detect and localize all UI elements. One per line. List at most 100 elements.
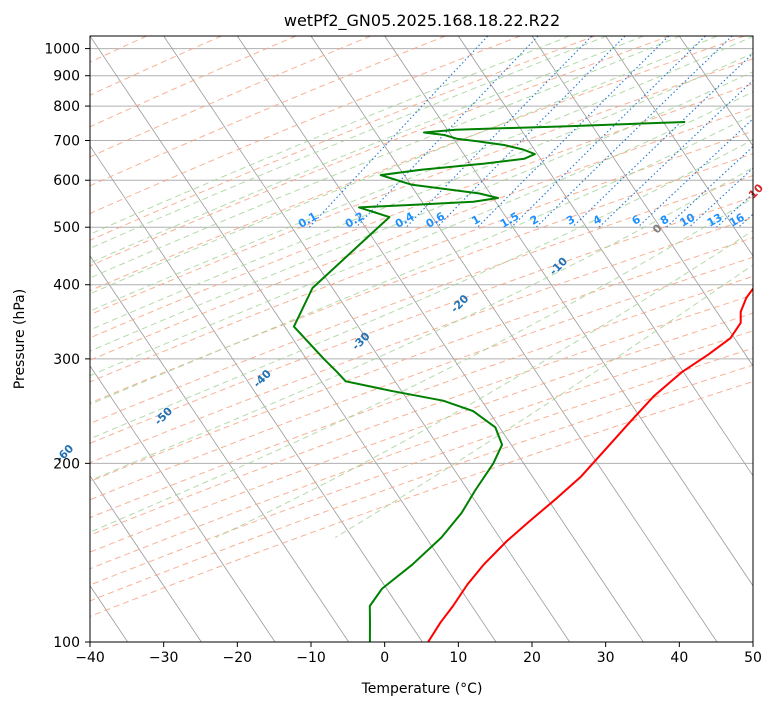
dry-adiabat-line: [90, 196, 753, 444]
dry-adiabat-line: [90, 58, 753, 316]
moist-adiabat-line: [90, 52, 753, 331]
x-axis-label: Temperature (°C): [361, 681, 483, 697]
dry-adiabat-line: [90, 217, 753, 464]
y-axis-label: Pressure (hPa): [12, 289, 28, 389]
moist-adiabat-line: [90, 36, 644, 264]
moist-adiabat-line: [90, 91, 753, 377]
mixing-ratio-line: [511, 36, 706, 228]
mixing-ratio-label: 3: [564, 213, 577, 228]
x-tick-label: 40: [670, 650, 688, 666]
mixing-ratio-label: 6: [630, 212, 643, 227]
dry-adiabat-line: [90, 83, 753, 339]
dry-adiabat-line: [90, 36, 297, 128]
isotherm-line: [458, 36, 753, 477]
x-tick-label: 30: [597, 650, 615, 666]
dry-adiabat-line: [90, 275, 753, 519]
moist-adiabat-line: [90, 36, 718, 295]
y-tick-label: 600: [53, 173, 80, 189]
y-tick-label: 100: [53, 635, 80, 651]
mixing-ratio-label: 2: [528, 213, 541, 228]
isotherm-label: -10: [547, 254, 570, 277]
isotherm-line: [90, 145, 423, 642]
x-tick-label: −10: [296, 650, 326, 666]
mixing-ratio-line: [436, 36, 626, 228]
plot-frame: [89, 35, 754, 643]
dry-adiabat-line: [0, 36, 72, 642]
y-tick-label: 500: [53, 220, 80, 236]
background-lines: [0, 36, 775, 642]
isotherm-line: [163, 36, 571, 642]
mixing-ratio-line: [535, 36, 733, 228]
isotherm-line: [90, 36, 497, 642]
isotherm-line: [679, 36, 753, 147]
moist-adiabat-line: [90, 36, 753, 312]
dry-adiabat-line: [90, 237, 753, 483]
moist-adiabat-line: [90, 166, 753, 482]
moist-adiabat-line: [90, 71, 753, 352]
isotherm-line: [237, 36, 644, 642]
line-annotations: 0.10.20.40.611.523468101316-100-90-80-70…: [53, 181, 766, 465]
dry-adiabat-line: [90, 153, 753, 404]
moist-adiabat-line: [90, 113, 753, 406]
moist-adiabat-line: [215, 230, 753, 538]
mixing-ratio-line: [355, 36, 539, 228]
y-tick-label: 900: [53, 69, 80, 85]
dry-adiabat-line: [90, 312, 753, 553]
mixing-ratio-line: [688, 167, 753, 228]
isotherm-line: [384, 36, 753, 587]
dry-adiabat-line: [90, 381, 753, 617]
dry-adiabat-line: [90, 36, 222, 96]
dry-adiabat-line: [90, 347, 753, 586]
sounding-series: [292, 121, 753, 642]
moist-adiabat-line: [90, 36, 681, 279]
moist-adiabat-line: [334, 264, 753, 538]
isotherm-label: -20: [448, 292, 471, 315]
dry-adiabat-line: [90, 256, 753, 501]
moist-adiabat-line: [90, 139, 753, 440]
isotherm-line: [90, 365, 276, 642]
x-tick-label: 10: [449, 650, 467, 666]
x-tick-label: 50: [744, 650, 762, 666]
mixing-ratio-label: 4: [591, 212, 604, 227]
dry-adiabat-line: [90, 330, 753, 570]
isotherm-line: [90, 475, 202, 642]
y-tick-label: 300: [53, 352, 80, 368]
mixing-ratio-line: [637, 118, 753, 228]
dry-adiabat-line: [90, 107, 753, 361]
mixing-ratio-line: [763, 36, 775, 227]
mixing-ratio-line: [716, 193, 753, 228]
dry-adiabat-line: [90, 364, 753, 602]
axis-ticks: −40 −30 −20 −10 0 10 20 30 40 50 1000 900 800 700 600 5…: [44, 42, 762, 666]
moist-adiabat-line: [90, 197, 753, 533]
dry-adiabat-line: [90, 36, 521, 215]
isotherm-label: -50: [152, 404, 175, 427]
isotherm-line: [752, 36, 753, 37]
mixing-ratio-line: [572, 52, 753, 228]
mixing-ratio-line: [477, 36, 670, 228]
x-tick-label: −40: [75, 650, 105, 666]
y-tick-label: 200: [53, 456, 80, 472]
moist-adiabat-line: [90, 36, 607, 249]
y-tick-label: 700: [53, 133, 80, 149]
dry-adiabat-line: [90, 36, 371, 158]
x-tick-label: 0: [380, 650, 389, 666]
mixing-ratio-label: 8: [658, 213, 671, 228]
temperature-profile-line: [427, 286, 753, 642]
x-tick-label: −20: [223, 650, 253, 666]
isotherm-line: [90, 255, 350, 642]
isotherm-line: [605, 36, 753, 257]
y-tick-label: 800: [53, 99, 80, 115]
chart-title: wetPf2_GN05.2025.168.18.22.R22: [284, 11, 560, 31]
dry-adiabat-line: [90, 130, 753, 383]
x-tick-label: 20: [523, 650, 541, 666]
dry-adiabat-line: [90, 175, 753, 424]
x-tick-label: −30: [149, 650, 179, 666]
dry-adiabat-line: [90, 294, 753, 536]
mixing-ratio-label: 1: [469, 213, 482, 228]
mixing-ratio-line: [405, 36, 593, 228]
dry-adiabat-line: [90, 36, 745, 292]
y-tick-label: 400: [53, 278, 80, 294]
isotherm-line: [531, 36, 753, 367]
moist-adiabat-line: [90, 36, 570, 235]
